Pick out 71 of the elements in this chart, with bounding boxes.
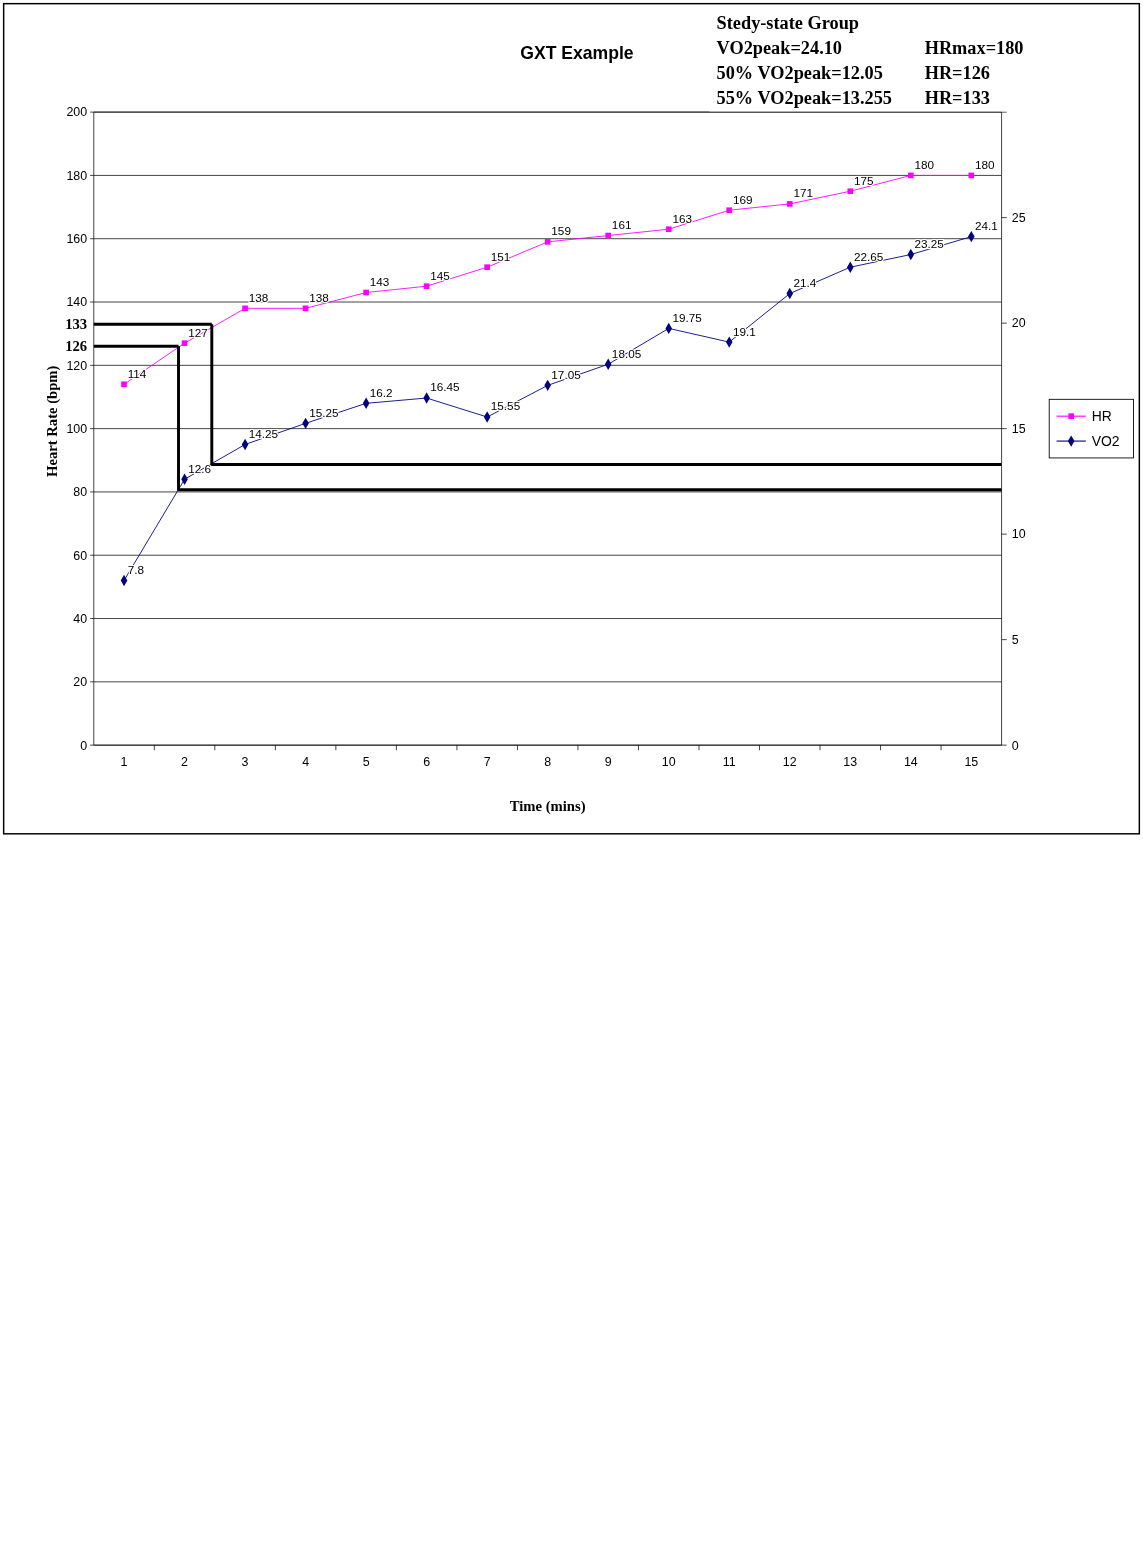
y-tick-label: 40: [73, 611, 88, 626]
y-tick-label: 140: [66, 295, 88, 310]
x-tick-label: 1: [120, 754, 128, 769]
text: VO2peak=24.10: [716, 38, 843, 59]
data-label: 7.8: [127, 562, 145, 576]
x-tick-label: 10: [661, 754, 676, 769]
data-label: 16.45: [430, 380, 461, 394]
legend-label: VO2: [1091, 432, 1120, 449]
x-tick-label: 5: [362, 754, 370, 769]
y2-tick-label: 10: [1011, 527, 1026, 542]
y-tick-label: 20: [73, 675, 88, 690]
data-label: 163: [672, 211, 692, 225]
data-label: 22.65: [853, 249, 884, 263]
x-tick-label: 2: [181, 754, 189, 769]
data-label: 17.05: [551, 367, 582, 381]
data-label: 145: [430, 268, 451, 282]
x-tick-label: 7: [483, 754, 491, 769]
x-tick-label: 15: [964, 754, 979, 769]
y-tick-label: 120: [66, 358, 88, 373]
data-label: 159: [551, 224, 571, 238]
data-label: 143: [369, 274, 390, 288]
text: HR=126: [924, 63, 990, 84]
x-tick-label: 14: [903, 754, 918, 769]
x-tick-label: 12: [782, 754, 797, 769]
data-label: 138: [248, 290, 269, 304]
x-tick-label: 4: [302, 754, 310, 769]
data-label: 180: [974, 157, 996, 171]
data-label: 171: [793, 186, 813, 200]
y2-tick-label: 20: [1011, 316, 1026, 331]
text: 55% VO2peak=13.255: [716, 88, 893, 109]
y-tick-label: 0: [80, 738, 88, 753]
chart-title: GXT Example: [520, 42, 634, 63]
x-tick-label: 8: [544, 754, 552, 769]
data-label: 19.75: [672, 310, 703, 324]
text: HR=133: [924, 88, 990, 109]
x-tick-label: 11: [722, 754, 736, 769]
y2-tick-label: 15: [1011, 421, 1026, 436]
text: 50% VO2peak=12.05: [716, 63, 883, 84]
x-axis-title: Time (mins): [509, 798, 586, 816]
data-label: 24.1: [974, 219, 998, 233]
text: Stedy-state Group: [716, 13, 860, 34]
data-label: 23.25: [914, 236, 945, 250]
data-label: 21.4: [793, 275, 817, 289]
y2-tick-label: 25: [1011, 210, 1026, 225]
x-tick-label: 3: [241, 754, 249, 769]
y-tick-label: 200: [66, 105, 88, 120]
data-label: 161: [611, 217, 632, 231]
data-label: 14.25: [248, 426, 279, 440]
x-tick-label: 13: [843, 754, 858, 769]
data-label: 175: [853, 173, 874, 187]
y-tick-label: 126: [65, 338, 88, 355]
data-label: 127: [188, 325, 208, 339]
data-label: 169: [732, 192, 753, 206]
y-axis-title: Heart Rate (bpm): [44, 365, 62, 477]
y-tick-label: 60: [73, 548, 88, 563]
x-tick-label: 9: [604, 754, 612, 769]
y-tick-label: 160: [66, 232, 88, 247]
y2-tick-label: 5: [1011, 633, 1019, 647]
data-label: 180: [914, 157, 935, 171]
y-tick-label: 180: [66, 168, 88, 183]
data-label: 15.25: [309, 405, 340, 419]
data-label: 16.2: [369, 385, 393, 399]
y-tick-label: 80: [73, 485, 88, 500]
y-tick-label: 100: [66, 421, 88, 436]
text: HRmax=180: [924, 38, 1024, 59]
y2-tick-label: 0: [1011, 738, 1019, 753]
y-tick-label: 133: [65, 316, 88, 333]
data-label: 151: [490, 249, 511, 263]
legend-label: HR: [1091, 408, 1112, 425]
data-label: 138: [309, 290, 330, 304]
x-tick-label: 6: [423, 754, 431, 769]
